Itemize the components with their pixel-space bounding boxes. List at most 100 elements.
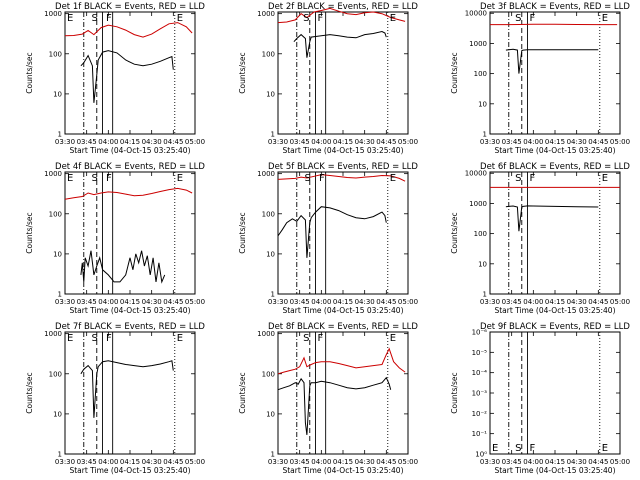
x-tick-label: 04:30: [142, 458, 162, 466]
event-marker-s: S: [515, 13, 521, 24]
event-marker-e: E: [390, 13, 396, 24]
x-tick-label: 04:45: [163, 138, 183, 146]
chart-title: Det 1f BLACK = Events, RED = LLD: [55, 2, 205, 12]
event-marker-e: E: [390, 173, 396, 184]
x-tick-label: 03:45: [290, 298, 310, 306]
x-tick-label: 04:00: [98, 298, 118, 306]
x-tick-label: 04:15: [120, 458, 140, 466]
y-tick-label: 1: [483, 131, 487, 139]
x-tick-label: 03:30: [480, 298, 500, 306]
x-tick-label: 03:45: [502, 298, 522, 306]
y-axis-label: Counts/sec: [238, 52, 247, 93]
x-axis-label: Start Time (04-Oct-15 03:25:40): [69, 146, 190, 155]
chart-panel-6: Det 6f BLACK = Events, RED = LLD 03:30 03:…: [450, 162, 630, 315]
y-axis-label: Counts/sec: [450, 212, 459, 253]
x-tick-label: 04:00: [523, 298, 543, 306]
y-axis-label: Counts/sec: [238, 372, 247, 413]
y-tick-label: 10: [53, 250, 62, 258]
y-tick-label: 1: [483, 291, 487, 299]
x-tick-label: 04:15: [120, 138, 140, 146]
event-marker-e: E: [177, 173, 183, 184]
y-tick-label: 100: [262, 210, 275, 218]
x-tick-label: 03:45: [290, 458, 310, 466]
x-tick-label: 04:45: [588, 298, 608, 306]
x-tick-label: 05:00: [610, 138, 630, 146]
x-tick-label: 04:30: [142, 138, 162, 146]
event-marker-f: F: [106, 173, 112, 184]
y-tick-label: 1: [271, 131, 275, 139]
x-tick-label: 05:00: [610, 458, 630, 466]
plot-frame: [64, 11, 196, 135]
series-lld-line: [277, 347, 406, 375]
event-marker-e: E: [67, 333, 73, 344]
x-tick-label: 04:45: [376, 138, 396, 146]
plot-frame: [489, 331, 621, 455]
y-tick-label: 1: [58, 291, 62, 299]
y-tick-label: 100: [262, 50, 275, 58]
y-tick-label: 10⁻³: [472, 390, 488, 398]
series-lld-line: [64, 187, 193, 200]
chart-panel-8: Det 8f BLACK = Events, RED = LLD 03:30 03:…: [238, 322, 418, 475]
chart-panel-3: Det 3f BLACK = Events, RED = LLD 03:30 03:…: [450, 2, 630, 155]
y-tick-label: 10⁻⁴: [472, 369, 488, 377]
x-axis-label: Start Time (04-Oct-15 03:25:40): [494, 466, 615, 475]
x-tick-label: 04:15: [545, 458, 565, 466]
x-tick-label: 04:45: [163, 458, 183, 466]
x-tick-label: 04:00: [523, 458, 543, 466]
y-axis-label: Counts/sec: [450, 52, 459, 93]
x-tick-label: 04:45: [376, 458, 396, 466]
chart-panel-4: Det 4f BLACK = Events, RED = LLD 03:30 03:…: [25, 162, 205, 315]
y-axis-label: Counts/sec: [25, 372, 34, 413]
x-tick-label: 03:30: [268, 458, 288, 466]
event-marker-e: E: [177, 333, 183, 344]
series-lld-line: [64, 22, 193, 38]
plot-frame: [277, 11, 409, 135]
series-events-line: [80, 250, 166, 284]
series-lld-line: [277, 174, 406, 182]
x-tick-label: 04:45: [376, 298, 396, 306]
event-marker-f: F: [530, 13, 536, 24]
x-tick-label: 03:30: [480, 138, 500, 146]
x-tick-label: 05:00: [185, 298, 205, 306]
series-events-line: [505, 48, 599, 74]
event-marker-f: F: [318, 333, 324, 344]
y-tick-label: 10: [53, 90, 62, 98]
event-marker-e: E: [67, 173, 73, 184]
event-marker-f: F: [530, 443, 536, 454]
x-tick-label: 04:30: [355, 138, 375, 146]
x-tick-label: 04:00: [98, 458, 118, 466]
event-marker-f: F: [106, 13, 112, 24]
x-tick-label: 04:30: [567, 458, 587, 466]
chart-title: Det 5f BLACK = Events, RED = LLD: [268, 162, 418, 172]
event-marker-e: E: [390, 333, 396, 344]
y-tick-label: 10: [478, 260, 487, 268]
event-marker-s: S: [92, 333, 98, 344]
x-tick-label: 04:45: [588, 138, 608, 146]
x-tick-label: 05:00: [185, 138, 205, 146]
y-tick-label: 1: [271, 291, 275, 299]
series-events-line: [277, 376, 392, 435]
y-tick-label: 10⁻¹: [472, 430, 488, 438]
event-marker-f: F: [530, 173, 536, 184]
series-events-line: [277, 206, 387, 258]
y-tick-label: 100: [49, 370, 62, 378]
x-tick-label: 04:00: [98, 138, 118, 146]
x-tick-label: 05:00: [398, 458, 418, 466]
x-tick-label: 03:30: [268, 298, 288, 306]
y-tick-label: 1: [58, 451, 62, 459]
event-marker-e: E: [602, 173, 608, 184]
y-tick-label: 1: [58, 131, 62, 139]
x-tick-label: 03:45: [502, 458, 522, 466]
y-tick-label: 1000: [257, 330, 275, 338]
chart-panel-7: Det 7f BLACK = Events, RED = LLD 03:30 03:…: [25, 322, 205, 475]
y-tick-label: 100: [49, 50, 62, 58]
event-marker-e: E: [177, 13, 183, 24]
event-marker-e: E: [602, 13, 608, 24]
event-marker-s: S: [515, 173, 521, 184]
x-tick-label: 04:15: [545, 298, 565, 306]
y-tick-label: 100: [49, 210, 62, 218]
y-tick-label: 100: [474, 70, 487, 78]
event-marker-f: F: [106, 333, 112, 344]
x-tick-label: 04:15: [545, 138, 565, 146]
